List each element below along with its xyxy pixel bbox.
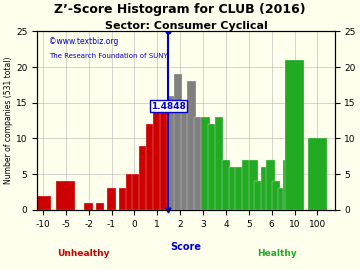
Bar [272, 181, 280, 210]
Text: The Research Foundation of SUNY: The Research Foundation of SUNY [49, 53, 168, 59]
Text: Unhealthy: Unhealthy [57, 249, 109, 258]
Title: Sector: Consumer Cyclical: Sector: Consumer Cyclical [104, 21, 267, 31]
Bar [139, 146, 148, 210]
Bar [261, 167, 269, 210]
X-axis label: Score: Score [170, 242, 201, 252]
Bar [188, 81, 196, 210]
Bar [180, 110, 189, 210]
Bar [126, 174, 134, 210]
Bar [278, 188, 286, 210]
Bar [249, 160, 258, 210]
Bar [235, 167, 244, 210]
Text: Z’-Score Histogram for CLUB (2016): Z’-Score Histogram for CLUB (2016) [54, 3, 306, 16]
Bar [132, 174, 141, 210]
Bar [222, 160, 230, 210]
Text: 1.4848: 1.4848 [151, 102, 186, 111]
Bar [174, 74, 182, 210]
Bar [146, 124, 155, 210]
Bar [35, 195, 51, 210]
Bar [266, 160, 275, 210]
Bar [160, 103, 168, 210]
Bar [194, 117, 203, 210]
Y-axis label: Number of companies (531 total): Number of companies (531 total) [4, 57, 13, 184]
Bar [208, 124, 216, 210]
Bar [242, 160, 251, 210]
Bar [167, 96, 175, 210]
Bar [285, 60, 304, 210]
Bar [119, 188, 127, 210]
Text: Healthy: Healthy [257, 249, 297, 258]
Bar [96, 203, 104, 210]
Bar [308, 139, 327, 210]
Bar [229, 167, 237, 210]
Bar [215, 117, 223, 210]
Bar [56, 181, 75, 210]
Bar [85, 203, 93, 210]
Bar [283, 160, 292, 210]
Bar [201, 117, 210, 210]
Bar [107, 188, 116, 210]
Bar [254, 181, 262, 210]
Text: ©www.textbiz.org: ©www.textbiz.org [49, 37, 118, 46]
Bar [153, 103, 162, 210]
